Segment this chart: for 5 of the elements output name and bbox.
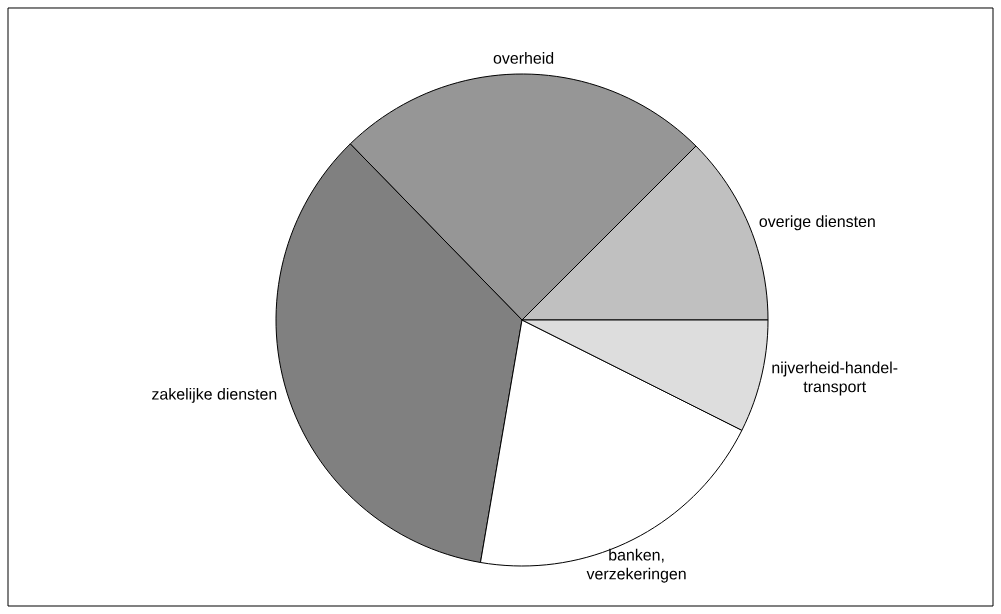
slice-label: overheid bbox=[493, 52, 554, 64]
slice-label: nijverheid-handel-transport bbox=[772, 361, 898, 396]
slice-label: banken, verzekeringen bbox=[586, 548, 686, 583]
slice-label: zakelijke diensten bbox=[152, 388, 277, 403]
slice-label: overige diensten bbox=[759, 215, 875, 231]
